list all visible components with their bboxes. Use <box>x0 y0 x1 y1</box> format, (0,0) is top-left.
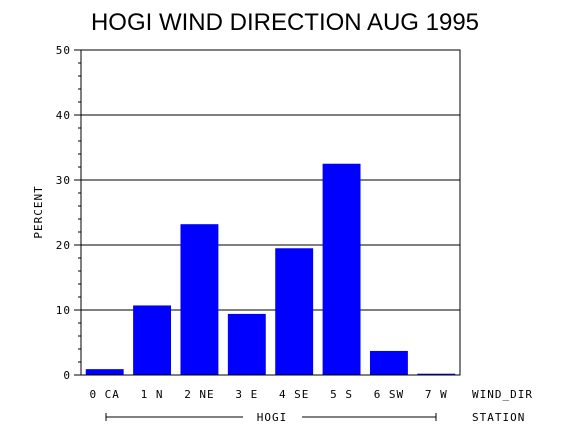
y-axis-ticks: 0 10 20 30 40 50 <box>56 44 81 382</box>
bar-7-w <box>417 373 456 375</box>
gridlines <box>81 49 460 311</box>
x-tick-label: 6 SW <box>374 388 405 401</box>
y-tick-label: 20 <box>56 239 71 252</box>
bars <box>85 163 456 375</box>
y-tick-label: 10 <box>56 304 71 317</box>
bar-6-sw <box>369 350 408 375</box>
x-tick-label: 1 N <box>141 388 164 401</box>
group-bracket <box>105 413 437 421</box>
y-tick-label: 50 <box>56 44 71 57</box>
bar-1-n <box>133 305 172 375</box>
bar-0-ca <box>85 369 124 375</box>
x-tick-label: 5 S <box>330 388 353 401</box>
y-tick-label: 30 <box>56 174 71 187</box>
chart-title: HOGI WIND DIRECTION AUG 1995 <box>91 9 479 36</box>
x-axis-tick-labels: 0 CA 1 N 2 NE 3 E 4 SE 5 S 6 SW 7 W <box>89 388 448 401</box>
bar-5-s <box>322 163 361 375</box>
y-tick-label: 0 <box>63 369 71 382</box>
bar-2-ne <box>180 224 219 375</box>
bar-3-e <box>227 313 266 375</box>
plot-frame <box>80 49 461 376</box>
x-tick-label: 4 SE <box>279 388 310 401</box>
station-axis-label: STATION <box>472 411 525 424</box>
x-tick-label: 2 NE <box>184 388 215 401</box>
bar-4-se <box>275 248 314 375</box>
x-axis-label: WIND_DIR <box>472 388 533 401</box>
x-tick-label: 7 W <box>425 388 448 401</box>
x-tick-label: 3 E <box>235 388 258 401</box>
y-tick-label: 40 <box>56 109 71 122</box>
y-axis-label: PERCENT <box>32 185 45 238</box>
x-tick-label: 0 CA <box>89 388 120 401</box>
station-group-label: HOGI <box>257 411 288 424</box>
